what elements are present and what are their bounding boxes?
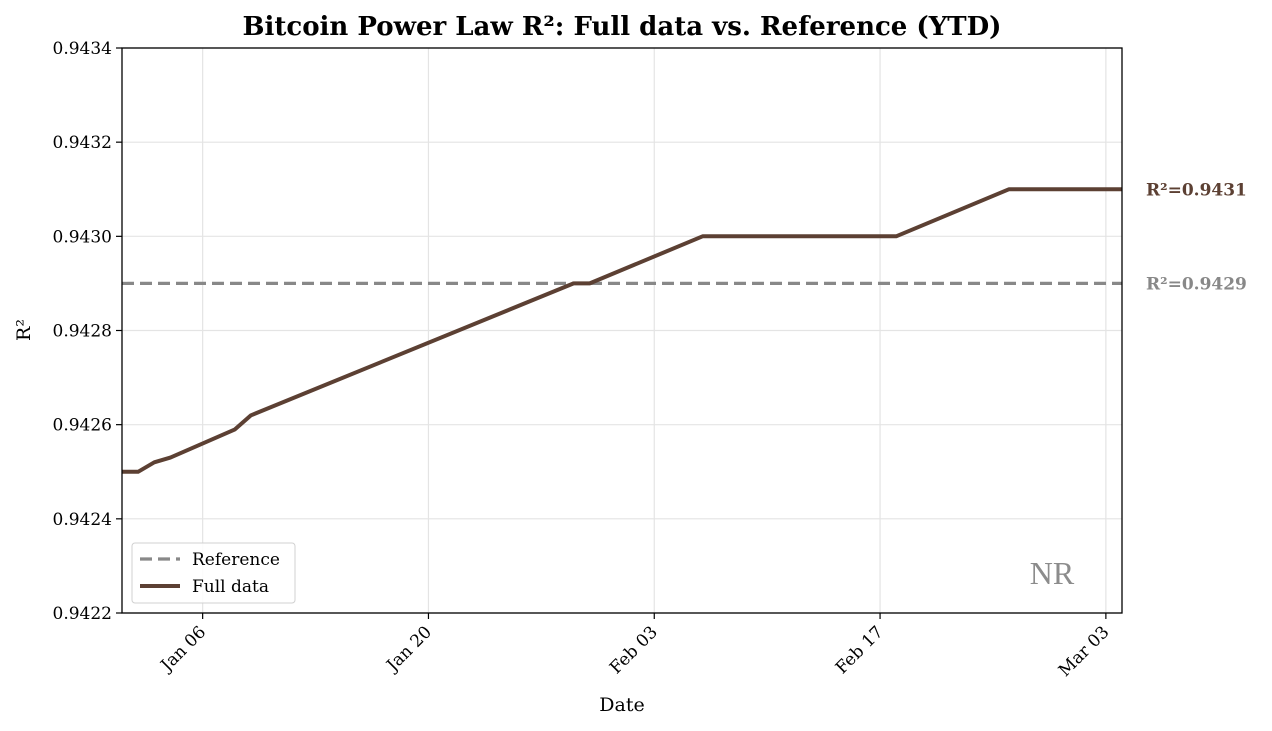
- end-label-full-data: R²=0.9431: [1146, 180, 1247, 200]
- y-axis-label: R²: [13, 319, 35, 341]
- end-labels: R²=0.9429 R²=0.9431: [1146, 180, 1247, 294]
- chart-title: Bitcoin Power Law R²: Full data vs. Refe…: [243, 12, 1002, 42]
- x-tick-label: Jan 20: [382, 622, 436, 676]
- y-tick-label: 0.9426: [53, 416, 112, 436]
- y-axis: 0.9422 0.9424 0.9426 0.9428 0.9430 0.9432 0.94…: [53, 39, 122, 624]
- x-axis-label: Date: [599, 694, 644, 716]
- legend-label: Reference: [192, 550, 280, 570]
- x-tick-label: Feb 17: [832, 622, 888, 678]
- y-tick-label: 0.9434: [53, 39, 112, 59]
- x-tick-label: Jan 06: [156, 622, 210, 676]
- y-tick-label: 0.9432: [53, 133, 112, 153]
- gridlines: [122, 47, 1122, 614]
- end-label-reference: R²=0.9429: [1146, 274, 1247, 294]
- series-line-full-data: [122, 187, 1122, 474]
- legend: Reference Full data: [131, 542, 296, 604]
- x-axis: Jan 06 Jan 20 Feb 03 Feb 17 Mar 03: [156, 613, 1113, 681]
- plot-area: [122, 187, 1122, 474]
- y-tick-label: 0.9430: [53, 227, 112, 247]
- legend-label: Full data: [192, 577, 269, 597]
- x-tick-label: Mar 03: [1055, 622, 1113, 680]
- y-tick-label: 0.9428: [53, 322, 112, 342]
- y-tick-label: 0.9424: [53, 510, 112, 530]
- watermark-logo: NR: [1030, 555, 1075, 591]
- x-tick-label: Feb 03: [606, 622, 662, 678]
- y-tick-label: 0.9422: [53, 604, 112, 624]
